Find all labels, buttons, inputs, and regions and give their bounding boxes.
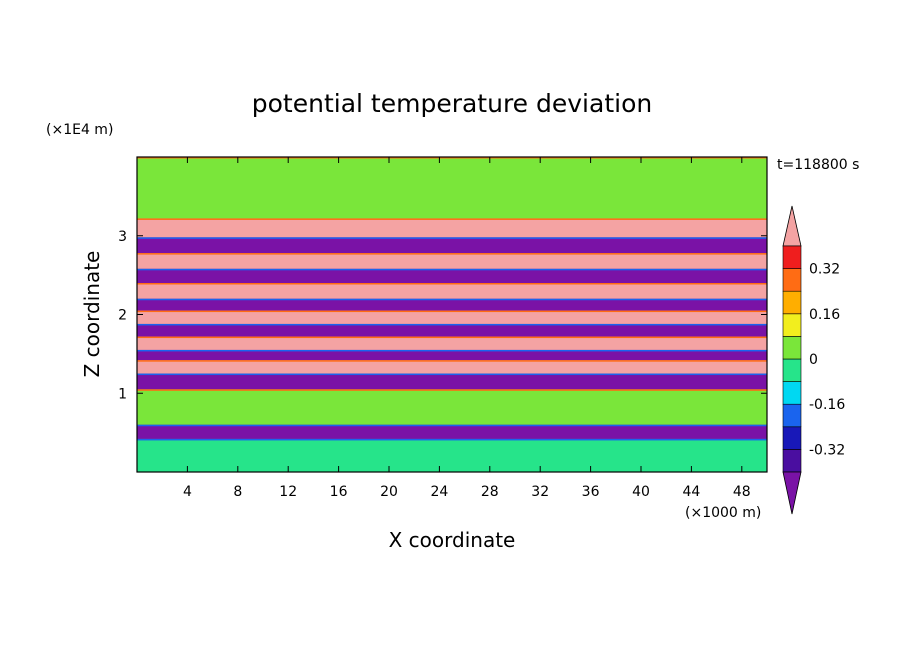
x-unit-label: (×1000 m): [685, 505, 761, 521]
field-band-edge-2: [137, 237, 767, 239]
y-tick-label: 3: [118, 229, 127, 245]
field-band-edge-8: [137, 323, 767, 326]
colorbar-segment: [782, 268, 802, 292]
field-band-edge-3: [137, 253, 767, 255]
field-band-13: [137, 389, 767, 426]
colorbar-segment: [782, 403, 802, 428]
field-band-2: [137, 237, 767, 254]
x-tick-label: 12: [279, 484, 297, 500]
colorbar-segment: [782, 426, 802, 450]
field-band-3: [137, 253, 767, 270]
colorbar-segment: [782, 245, 802, 269]
field-band-15: [137, 438, 767, 472]
field-band-edge-1: [137, 218, 767, 220]
colorbar-segment: [782, 336, 802, 360]
x-tick-label: 20: [380, 484, 398, 500]
colorbar-segment: [782, 290, 802, 315]
colorbar-segment: [782, 313, 802, 337]
field-band-edge-14: [137, 424, 767, 427]
colorbar-segment: [782, 449, 802, 473]
y-tick-label: 2: [118, 308, 127, 324]
x-tick-label: 36: [582, 484, 600, 500]
y-axis-label: Z coordinate: [80, 251, 104, 378]
x-tick-label: 32: [531, 484, 549, 500]
field-band-edge-13: [137, 389, 767, 391]
field-band-edge-5: [137, 283, 767, 285]
field-band-9: [137, 336, 767, 351]
field-band-0: [137, 157, 767, 220]
x-axis: 4 8 12 16 20 24 28 32 36 40 44 48: [183, 157, 751, 500]
x-tick-label: 8: [233, 484, 242, 500]
colorbar-segment: [782, 358, 802, 382]
field-band-edge-11: [137, 360, 767, 362]
chart-title: potential temperature deviation: [252, 89, 652, 118]
field-band-7: [137, 310, 767, 325]
x-tick-label: 48: [733, 484, 751, 500]
field-band-edge-4: [137, 268, 767, 271]
y-tick-label: 1: [118, 386, 127, 402]
y-axis: 1 2 3: [118, 229, 767, 402]
field-band-11: [137, 360, 767, 375]
colorbar-under-triangle: [782, 471, 802, 515]
field-band-8: [137, 323, 767, 338]
colorbar-tick-label: 0: [809, 352, 818, 368]
x-tick-label: 4: [183, 484, 192, 500]
field-band-4: [137, 268, 767, 284]
colorbar: -0.32 -0.16 0 0.16 0.32: [782, 205, 845, 515]
field-band-12: [137, 373, 767, 390]
field-band-14: [137, 424, 767, 440]
field-band-edge-9: [137, 336, 767, 339]
field-band-1: [137, 218, 767, 238]
field-band-edge-0: [137, 157, 767, 159]
field-band-10: [137, 349, 767, 361]
colorbar-tick-label: -0.32: [809, 442, 845, 458]
colorbar-over-triangle: [782, 205, 802, 247]
colorbar-segment: [782, 381, 802, 405]
x-tick-label: 16: [330, 484, 348, 500]
x-tick-label: 24: [430, 484, 448, 500]
field-band-5: [137, 283, 767, 300]
colorbar-tick-label: -0.16: [809, 397, 845, 413]
time-label: t=118800 s: [777, 157, 859, 173]
x-tick-label: 40: [632, 484, 650, 500]
y-unit-label: (×1E4 m): [46, 122, 113, 138]
field-band-edge-6: [137, 298, 767, 301]
field-band-edge-7: [137, 310, 767, 313]
plot-field: [137, 157, 767, 472]
x-axis-label: X coordinate: [389, 528, 516, 552]
colorbar-tick-label: 0.32: [809, 262, 840, 278]
field-band-edge-12: [137, 373, 767, 376]
field-band-edge-10: [137, 349, 767, 352]
x-tick-label: 28: [481, 484, 499, 500]
colorbar-tick-label: 0.16: [809, 307, 840, 323]
x-tick-label: 44: [682, 484, 700, 500]
field-band-6: [137, 298, 767, 312]
field-band-edge-15: [137, 438, 767, 441]
